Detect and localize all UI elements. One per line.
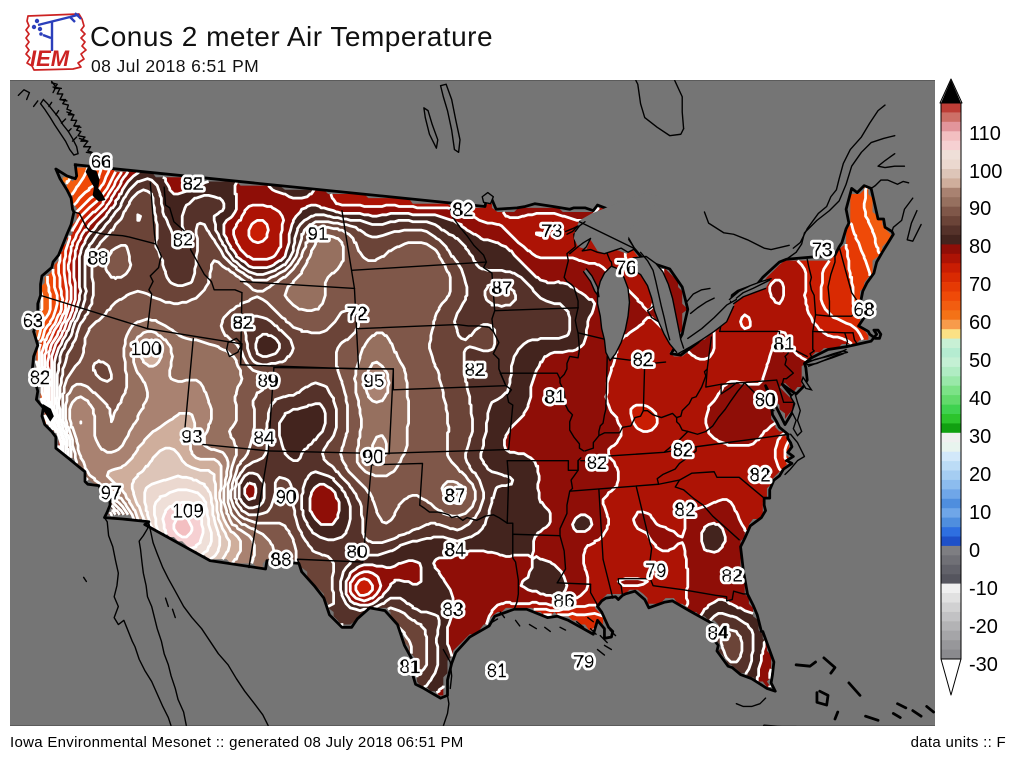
svg-text:IEM: IEM: [30, 46, 70, 71]
svg-text:20: 20: [969, 464, 991, 486]
svg-text:80: 80: [969, 236, 991, 258]
svg-text:50: 50: [969, 350, 991, 372]
svg-text:70: 70: [969, 274, 991, 296]
svg-text:60: 60: [969, 312, 991, 334]
svg-text:0: 0: [969, 540, 980, 562]
svg-text:-20: -20: [969, 616, 998, 638]
svg-text:30: 30: [969, 426, 991, 448]
svg-text:90: 90: [969, 198, 991, 220]
svg-text:10: 10: [969, 502, 991, 524]
svg-text:110: 110: [969, 123, 1001, 145]
svg-text:-30: -30: [969, 654, 998, 676]
svg-text:40: 40: [969, 388, 991, 410]
svg-text:100: 100: [969, 161, 1002, 183]
svg-text:-10: -10: [969, 578, 998, 600]
